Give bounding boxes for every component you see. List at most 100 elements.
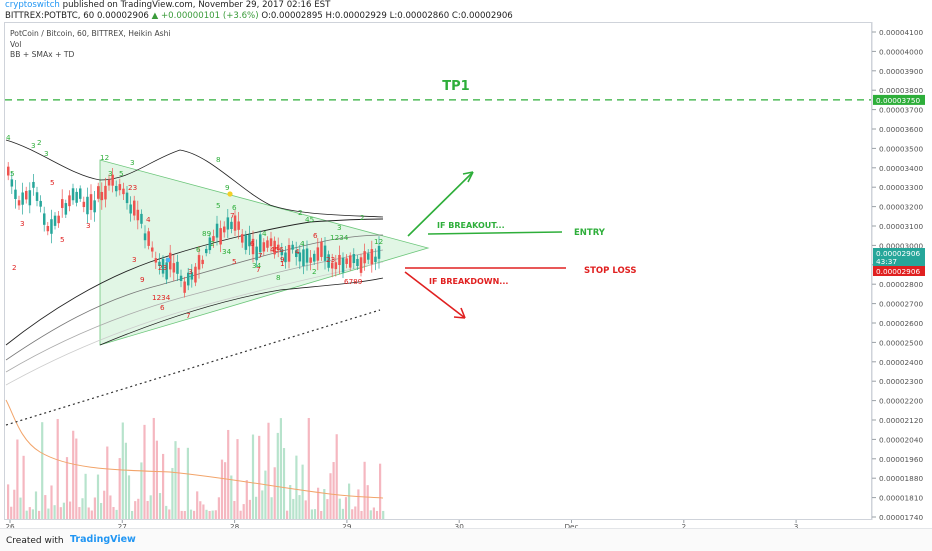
volume-bar <box>310 509 313 519</box>
candle-body <box>359 257 363 273</box>
candle-body <box>313 253 316 262</box>
author-link[interactable]: cryptoswitch <box>5 0 60 10</box>
volume-bar <box>329 473 332 519</box>
volume-bar <box>264 470 267 519</box>
volume-bar <box>211 510 214 519</box>
candle-body <box>280 250 284 256</box>
candle-body <box>277 244 280 251</box>
td-count-label: 45 <box>305 215 314 224</box>
td-count-label: 23 <box>158 263 167 272</box>
volume-bar <box>251 434 255 519</box>
volume-bar <box>332 462 335 519</box>
time-tick-label: 30 <box>455 522 465 531</box>
td-count-label: 2 <box>360 213 365 222</box>
candle-body <box>197 255 201 270</box>
candle-body <box>39 200 42 207</box>
volume-bar <box>295 455 298 519</box>
candle-body <box>352 254 356 264</box>
annotations-layer: TP1 IF BREAKOUT... ENTRY IF BREAKDOWN... STO… <box>5 79 871 319</box>
volume-bar <box>25 510 28 519</box>
bollinger-upper <box>5 139 384 218</box>
candle-body <box>262 242 266 252</box>
td-count-label: 6 <box>232 203 237 212</box>
candle-body <box>79 188 82 199</box>
stop-loss-label: STOP LOSS <box>584 266 637 276</box>
signal-dot <box>227 191 233 197</box>
volume-bar <box>84 473 87 519</box>
volume-bar <box>227 429 230 519</box>
candle-body <box>136 209 140 221</box>
volume-bar <box>193 510 196 519</box>
volume-bar <box>354 506 357 519</box>
volume-bar <box>47 508 50 519</box>
candle-body <box>89 194 93 210</box>
td-count-label: 34 <box>222 247 232 256</box>
td-count-label: 9 <box>280 255 285 264</box>
symbol-label: BITTREX:POTBTC, 60 <box>5 11 95 21</box>
volume-bar <box>357 489 360 519</box>
candle-body <box>86 196 89 215</box>
candle-body <box>341 257 345 273</box>
candle-body <box>43 213 46 225</box>
candle-body <box>179 275 183 281</box>
volume-bar <box>196 491 199 519</box>
volume-ma-line <box>5 399 384 499</box>
candle-body <box>111 174 114 186</box>
price-tick-label: 0.00001810 <box>879 494 923 503</box>
td-count-label: 5 <box>10 169 15 178</box>
candles-layer <box>7 162 381 298</box>
dotted-trendline <box>5 309 381 426</box>
td-count-label: 2 <box>312 267 317 276</box>
volume-bar <box>298 495 301 519</box>
ohlc-open: O:0.00002895 <box>261 11 323 21</box>
volume-bar <box>270 497 273 519</box>
volume-bar <box>230 475 233 519</box>
candle-body <box>205 248 208 254</box>
ema-line-3 <box>5 261 384 386</box>
td-count-label: 7 <box>186 311 191 320</box>
bollinger-lower <box>99 277 384 346</box>
td-count-label: 4 <box>262 229 267 238</box>
candle-body <box>367 253 370 260</box>
candle-body <box>215 223 219 238</box>
volume-bar <box>78 507 81 519</box>
td-count-label: 5 <box>60 235 65 244</box>
td-count-label: 7 <box>258 251 263 260</box>
candle-body <box>21 192 24 205</box>
td-count-label: 3 <box>130 158 135 167</box>
td-count-label: 2 <box>298 208 303 217</box>
entry-line <box>427 231 563 235</box>
ohlc-close: C:0.00002906 <box>451 11 513 21</box>
candle-body <box>165 262 168 280</box>
volume-bar <box>118 458 121 519</box>
volume-bar <box>103 490 106 519</box>
candle-body <box>7 166 10 176</box>
legend-volume: Vol <box>10 39 22 49</box>
volume-bar <box>242 504 245 519</box>
volume-bar <box>158 493 162 519</box>
price-label-text: 0.00002906 <box>876 249 920 258</box>
candle-body <box>363 251 366 264</box>
candle-body <box>377 245 381 259</box>
price-label-text: 0.00002906 <box>876 267 920 276</box>
td-count-label: 456 <box>270 245 284 254</box>
candle-body <box>161 258 165 274</box>
volume-bar <box>115 509 118 519</box>
td-count-label: 89 <box>202 229 212 238</box>
volume-bar <box>41 422 44 519</box>
candle-body <box>230 221 233 230</box>
candle-body <box>143 233 147 241</box>
candle-body <box>151 247 154 252</box>
volume-bar <box>121 422 124 519</box>
price-tick-label: 0.00002300 <box>879 377 923 386</box>
tradingview-logo[interactable]: TradingView <box>70 534 136 545</box>
volume-bar <box>379 463 382 519</box>
price-tick-label: 0.00003600 <box>879 125 923 134</box>
volume-bar <box>245 480 248 519</box>
td-count-label: 1234 <box>330 233 349 242</box>
candle-body <box>53 215 57 226</box>
candle-body <box>147 231 150 246</box>
td-count-label: 3 <box>86 221 91 230</box>
price-tick-label: 0.00002040 <box>879 435 923 444</box>
